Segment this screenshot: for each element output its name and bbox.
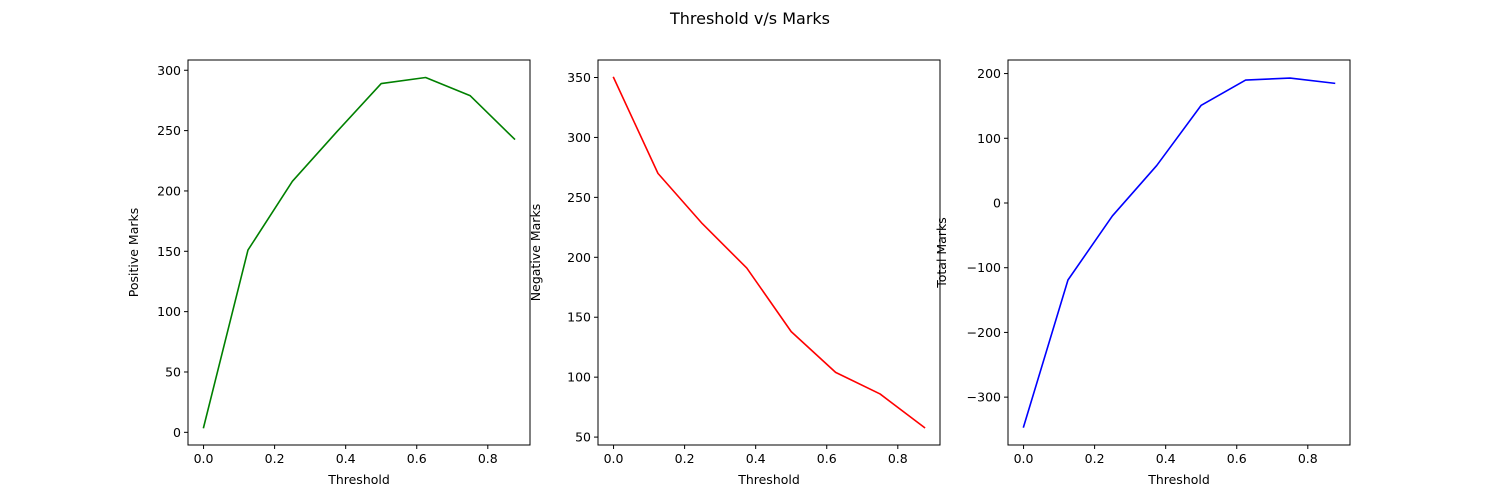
negative-marks-x-tick-label: 0.0 <box>604 451 624 466</box>
positive-marks-y-tick-label: 250 <box>157 123 181 138</box>
positive-marks-frame <box>187 59 531 446</box>
total-marks-y-tick-label: 100 <box>977 131 1001 146</box>
negative-marks-y-tick-label: 150 <box>567 310 591 325</box>
positive-marks-x-tick-label: 0.2 <box>265 451 285 466</box>
total-marks-x-tick-label: 0.8 <box>1298 451 1318 466</box>
positive-marks-y-axis-label: Positive Marks <box>126 208 141 298</box>
negative-marks-y-tick-label: 250 <box>567 190 591 205</box>
positive-marks-y-tick-label: 300 <box>157 63 181 78</box>
negative-marks-y-tick-label: 350 <box>567 70 591 85</box>
negative-marks-x-tick-label: 0.8 <box>888 451 908 466</box>
positive-marks-series-line <box>202 76 516 429</box>
positive-marks-x-tick-label: 0.6 <box>407 451 427 466</box>
positive-marks-x-axis-label: Threshold <box>327 472 390 487</box>
negative-marks-series-line <box>612 76 926 429</box>
negative-marks-y-tick-label: 100 <box>567 370 591 385</box>
negative-marks-y-axis-label: Negative Marks <box>528 204 543 301</box>
total-marks-y-tick-label: −200 <box>967 325 1001 340</box>
subplots: 0.0 0.2 0.4 0.6 0.8 0 50 100 150 200 250 300 Thresho… <box>126 59 1351 487</box>
positive-marks-x-tick-label: 0.4 <box>336 451 356 466</box>
negative-marks-y-tick-label: 300 <box>567 130 591 145</box>
total-marks-y-tick-label: 200 <box>977 66 1001 81</box>
total-marks-y-tick-label: −300 <box>967 390 1001 405</box>
total-marks-x-tick-label: 0.4 <box>1156 451 1176 466</box>
total-marks-frame <box>1007 59 1351 446</box>
total-marks-x-axis-label: Threshold <box>1147 472 1210 487</box>
negative-marks-y-tick-label: 200 <box>567 250 591 265</box>
positive-marks-axes: 0.0 0.2 0.4 0.6 0.8 0 50 100 150 200 250 300 Thresho… <box>126 59 531 487</box>
negative-marks-frame <box>597 59 941 446</box>
negative-marks-y-tick-label: 50 <box>575 430 591 445</box>
positive-marks-x-tick-label: 0.8 <box>478 451 498 466</box>
positive-marks-x-tick-label: 0.0 <box>194 451 214 466</box>
total-marks-x-tick-label: 0.6 <box>1227 451 1247 466</box>
positive-marks-y-tick-label: 100 <box>157 304 181 319</box>
positive-marks-y-tick-label: 200 <box>157 183 181 198</box>
total-marks-x-tick-label: 0.2 <box>1085 451 1105 466</box>
negative-marks-axes: 0.0 0.2 0.4 0.6 0.8 50 100 150 200 250 300 350 Thres… <box>528 59 941 487</box>
total-marks-axes: 0.0 0.2 0.4 0.6 0.8 −300 −200 −100 0 100 200 Thresh… <box>934 59 1351 487</box>
total-marks-y-tick-label: −100 <box>967 260 1001 275</box>
total-marks-x-tick-label: 0.0 <box>1014 451 1034 466</box>
total-marks-series-line <box>1022 77 1336 428</box>
positive-marks-y-tick-label: 50 <box>165 364 181 379</box>
negative-marks-x-axis-label: Threshold <box>737 472 800 487</box>
figure-title: Threshold v/s Marks <box>669 9 830 28</box>
positive-marks-y-tick-label: 0 <box>173 425 181 440</box>
total-marks-y-tick-label: 0 <box>993 195 1001 210</box>
negative-marks-x-tick-label: 0.4 <box>746 451 766 466</box>
positive-marks-y-tick-label: 150 <box>157 244 181 259</box>
negative-marks-x-tick-label: 0.6 <box>817 451 837 466</box>
negative-marks-x-tick-label: 0.2 <box>675 451 695 466</box>
total-marks-y-axis-label: Total Marks <box>934 217 949 289</box>
